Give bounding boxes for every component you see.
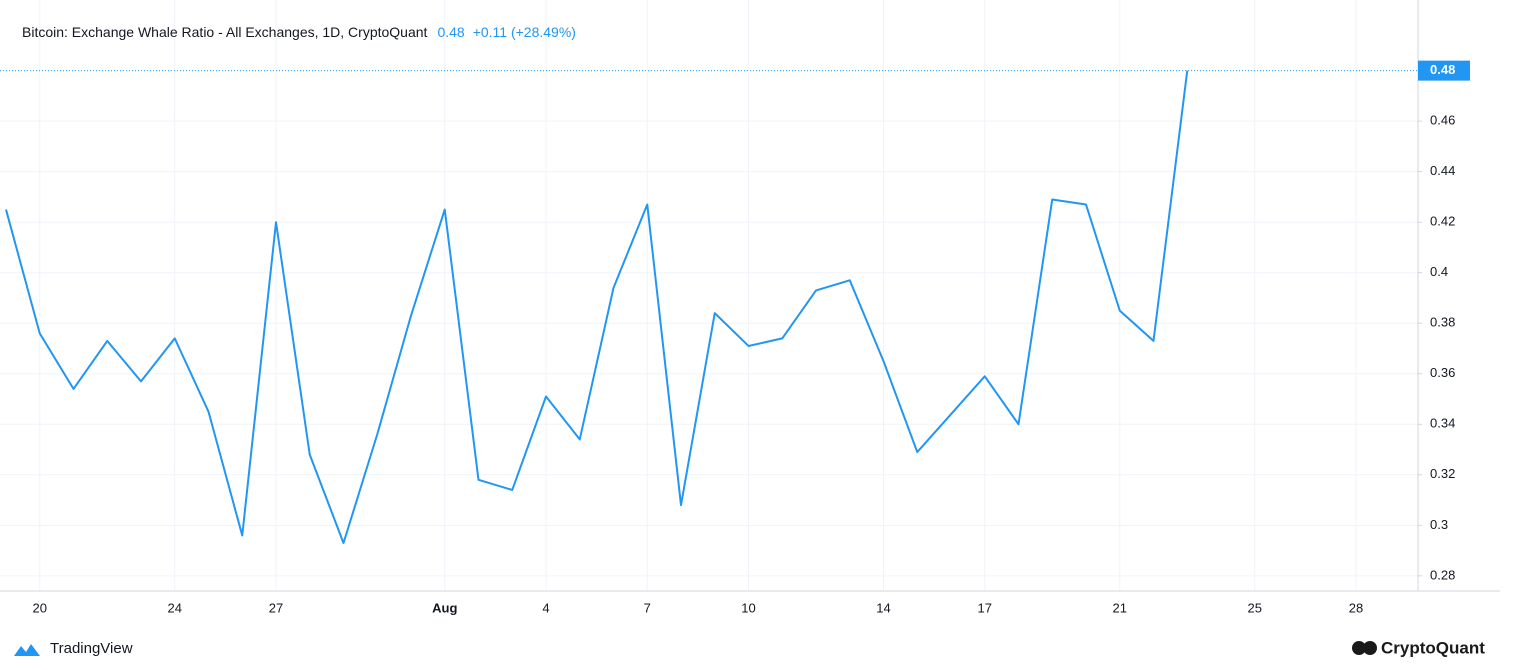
x-tick-label: 10 [741,600,755,615]
grid [0,0,1418,591]
x-tick-label: 7 [644,600,651,615]
x-tick-label: 21 [1113,600,1127,615]
y-tick-label: 0.44 [1430,163,1455,178]
y-tick-label: 0.36 [1430,365,1455,380]
last-price-tag [1418,60,1470,81]
y-tick-label: 0.46 [1430,113,1455,128]
x-tick-label: 24 [168,600,182,615]
change: +0.11 (+28.49%) [473,24,576,40]
y-tick-label: 0.32 [1430,466,1455,481]
y-tick-label: 0.42 [1430,214,1455,229]
y-tick-label: 0.4 [1430,264,1448,279]
y-tick-label: 0.38 [1430,315,1455,330]
x-tick-label: 28 [1349,600,1363,615]
source-left: TradingView [50,640,133,657]
x-tick-label: 20 [33,600,47,615]
axis-labels: 0.28 0.3 0.32 0.34 0.36 0.38 0.4 0.42 0.44 0.46 20… [33,60,1470,615]
x-tick-label: 25 [1248,600,1262,615]
plot [0,70,1418,544]
chart-title: Bitcoin: Exchange Whale Ratio - All Exch… [22,24,576,40]
source-right: CryptoQuant [1381,638,1485,657]
y-tick-label: 0.3 [1430,517,1448,532]
title-text: Bitcoin: Exchange Whale Ratio - All Exch… [22,24,428,40]
x-tick-label: 27 [269,600,283,615]
tradingview-logo: TradingView [14,640,133,657]
x-tick-label: 17 [978,600,992,615]
x-tick-label: 14 [876,600,890,615]
last-value: 0.48 [437,24,464,40]
data-line [5,70,1189,544]
x-tick-label: Aug [432,600,457,615]
x-tick-label: 4 [542,600,549,615]
last-price-label: 0.48 [1430,62,1455,77]
y-tick-label: 0.28 [1430,567,1455,582]
cryptoquant-logo: CryptoQuant [1352,638,1485,657]
y-tick-label: 0.34 [1430,416,1455,431]
